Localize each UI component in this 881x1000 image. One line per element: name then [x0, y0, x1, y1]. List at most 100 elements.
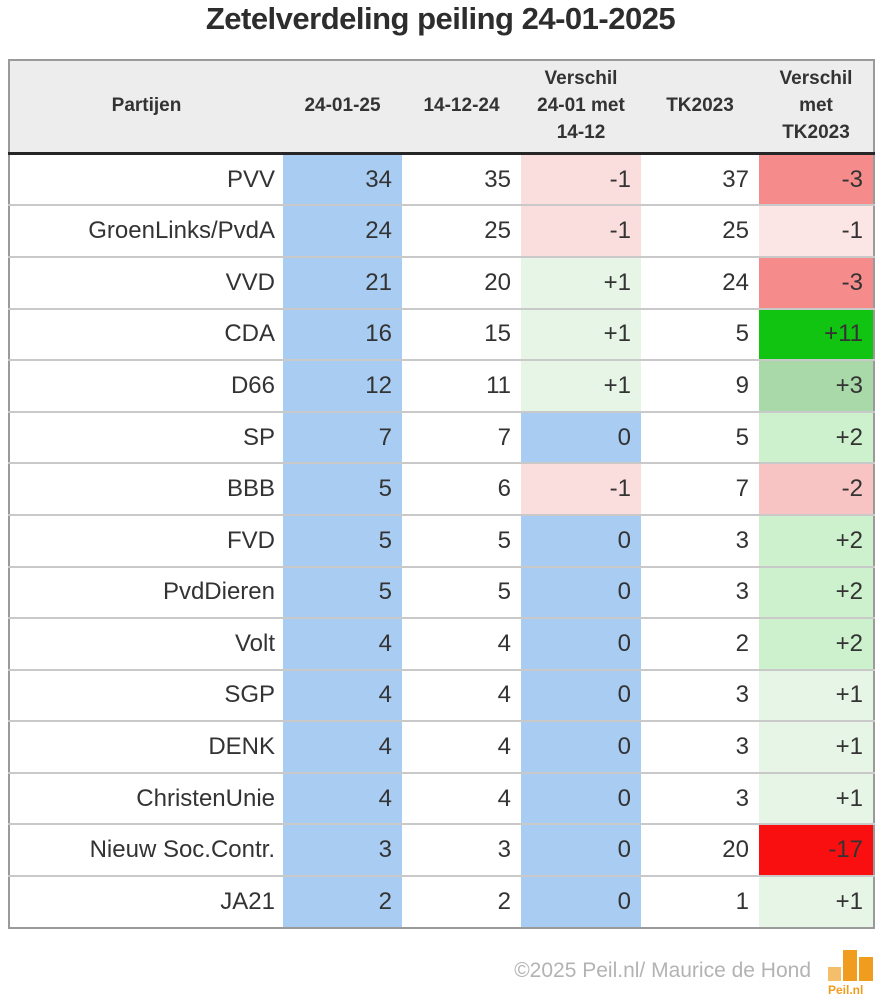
- table-row: SP 7 7 0 5 +2: [9, 410, 874, 464]
- seats-1412-cell: 7: [402, 410, 521, 464]
- seats-2401-cell: 34: [283, 153, 402, 206]
- diff-tk2023-cell: +11: [759, 307, 874, 361]
- table-row: Volt 4 4 0 2 +2: [9, 617, 874, 670]
- diff-1412-cell: 0: [521, 823, 641, 877]
- seats-2401-cell: 4: [283, 617, 402, 670]
- header-verschil-tk2023: Verschil met TK2023: [759, 59, 874, 155]
- party-name: ChristenUnie: [9, 771, 283, 825]
- diff-1412-cell: 0: [521, 513, 641, 567]
- table-row: CDA 16 15 +1 5 +11: [9, 307, 874, 361]
- seats-1412-cell: 25: [402, 204, 521, 257]
- diff-1412-cell: 0: [521, 771, 641, 825]
- tk2023-cell: 3: [641, 668, 759, 722]
- tk2023-cell: 1: [641, 875, 759, 928]
- table-row: SGP 4 4 0 3 +1: [9, 668, 874, 722]
- copyright-text: ©2025 Peil.nl/ Maurice de Hond: [514, 958, 811, 982]
- seats-1412-cell: 4: [402, 720, 521, 773]
- diff-1412-cell: +1: [521, 359, 641, 412]
- party-name: D66: [9, 359, 283, 412]
- diff-tk2023-cell: +2: [759, 565, 874, 619]
- diff-1412-cell: 0: [521, 410, 641, 464]
- table-row: ChristenUnie 4 4 0 3 +1: [9, 771, 874, 825]
- seats-2401-cell: 4: [283, 720, 402, 773]
- seats-2401-cell: 3: [283, 823, 402, 877]
- seats-2401-cell: 5: [283, 513, 402, 567]
- party-name: JA21: [9, 875, 283, 928]
- party-name: CDA: [9, 307, 283, 361]
- table-row: GroenLinks/PvdA 24 25 -1 25 -1: [9, 204, 874, 257]
- diff-1412-cell: 0: [521, 720, 641, 773]
- seats-1412-cell: 4: [402, 668, 521, 722]
- party-name: SGP: [9, 668, 283, 722]
- party-name: Volt: [9, 617, 283, 670]
- diff-1412-cell: -1: [521, 462, 641, 515]
- header-24-01-25: 24-01-25: [283, 59, 402, 155]
- seats-1412-cell: 3: [402, 823, 521, 877]
- seats-2401-cell: 24: [283, 204, 402, 257]
- seats-1412-cell: 11: [402, 359, 521, 412]
- diff-tk2023-cell: +3: [759, 359, 874, 412]
- diff-tk2023-cell: -3: [759, 153, 874, 206]
- seats-2401-cell: 16: [283, 307, 402, 361]
- party-name: VVD: [9, 255, 283, 309]
- tk2023-cell: 3: [641, 513, 759, 567]
- tk2023-cell: 25: [641, 204, 759, 257]
- tk2023-cell: 3: [641, 720, 759, 773]
- diff-tk2023-cell: +1: [759, 720, 874, 773]
- seats-1412-cell: 35: [484, 165, 511, 193]
- diff-1412-cell: -1: [521, 204, 641, 257]
- diff-tk2023-cell: +2: [759, 410, 874, 464]
- tk2023-cell: 9: [641, 359, 759, 412]
- footer: ©2025 Peil.nl/ Maurice de Hond Peil.nl: [0, 943, 881, 999]
- seats-2401-cell: 4: [283, 771, 402, 825]
- diff-1412-cell: 0: [521, 668, 641, 722]
- seats-1412-cell: 15: [402, 307, 521, 361]
- seats-2401-cell: 5: [283, 565, 402, 619]
- table-row: PvdDieren 5 5 0 3 +2: [9, 565, 874, 619]
- header-14-12-24: 14-12-24: [402, 59, 521, 155]
- header-tk2023: TK2023: [641, 59, 759, 155]
- tk2023-cell: 5: [641, 307, 759, 361]
- table-row: PVV 34 35 -1 37 -3: [9, 153, 874, 206]
- poll-table: Partijen 24-01-25 14-12-24 Verschil 24-0…: [8, 58, 875, 929]
- seats-1412-cell: 6: [402, 462, 521, 515]
- seats-1412-cell: 2: [402, 875, 521, 928]
- peil-nl-logo-text: Peil.nl: [828, 983, 863, 997]
- seats-2401-cell: 4: [283, 668, 402, 722]
- seats-1412-cell: 4: [402, 771, 521, 825]
- table-row: JA21 2 2 0 1 +1: [9, 875, 874, 928]
- table-row: D66 12 11 +1 9 +3: [9, 359, 874, 412]
- seats-1412-cell: 5: [402, 513, 521, 567]
- table-row: BBB 5 6 -1 7 -2: [9, 462, 874, 515]
- seats-2401-cell: 21: [283, 255, 402, 309]
- diff-tk2023-cell: -1: [759, 204, 874, 257]
- header-row: Partijen 24-01-25 14-12-24 Verschil 24-0…: [9, 59, 874, 155]
- tk2023-cell: 2: [641, 617, 759, 670]
- seats-2401-cell: 2: [283, 875, 402, 928]
- diff-1412-cell: 0: [521, 617, 641, 670]
- tk2023-cell: 20: [641, 823, 759, 877]
- table-row: Nieuw Soc.Contr. 3 3 0 20 -17: [9, 823, 874, 877]
- header-partijen: Partijen: [9, 59, 283, 155]
- party-name: FVD: [9, 513, 283, 567]
- tk2023-cell: 3: [641, 565, 759, 619]
- diff-tk2023-cell: +1: [759, 771, 874, 825]
- party-name: Nieuw Soc.Contr.: [9, 823, 283, 877]
- party-name: PVV: [226, 165, 275, 193]
- party-name: DENK: [9, 720, 283, 773]
- diff-1412-cell: 0: [521, 565, 641, 619]
- diff-tk2023-cell: -2: [759, 462, 874, 515]
- party-name: SP: [9, 410, 283, 464]
- table-row: DENK 4 4 0 3 +1: [9, 720, 874, 773]
- diff-tk2023-cell: +1: [759, 875, 874, 928]
- seats-2401-cell: 7: [283, 410, 402, 464]
- diff-tk2023-cell: -3: [759, 255, 874, 309]
- page-title: Zetelverdeling peiling 24-01-2025: [205, 1, 676, 36]
- table-row: FVD 5 5 0 3 +2: [9, 513, 874, 567]
- party-name: PvdDieren: [9, 565, 283, 619]
- table-body: PVV 34 35 -1 37 -3 GroenLinks/PvdA 24 25…: [9, 153, 874, 928]
- diff-tk2023-cell: -17: [759, 823, 874, 877]
- table-row: VVD 21 20 +1 24 -3: [9, 255, 874, 309]
- peil-nl-logo-icon: Peil.nl: [828, 950, 873, 997]
- seats-1412-cell: 4: [402, 617, 521, 670]
